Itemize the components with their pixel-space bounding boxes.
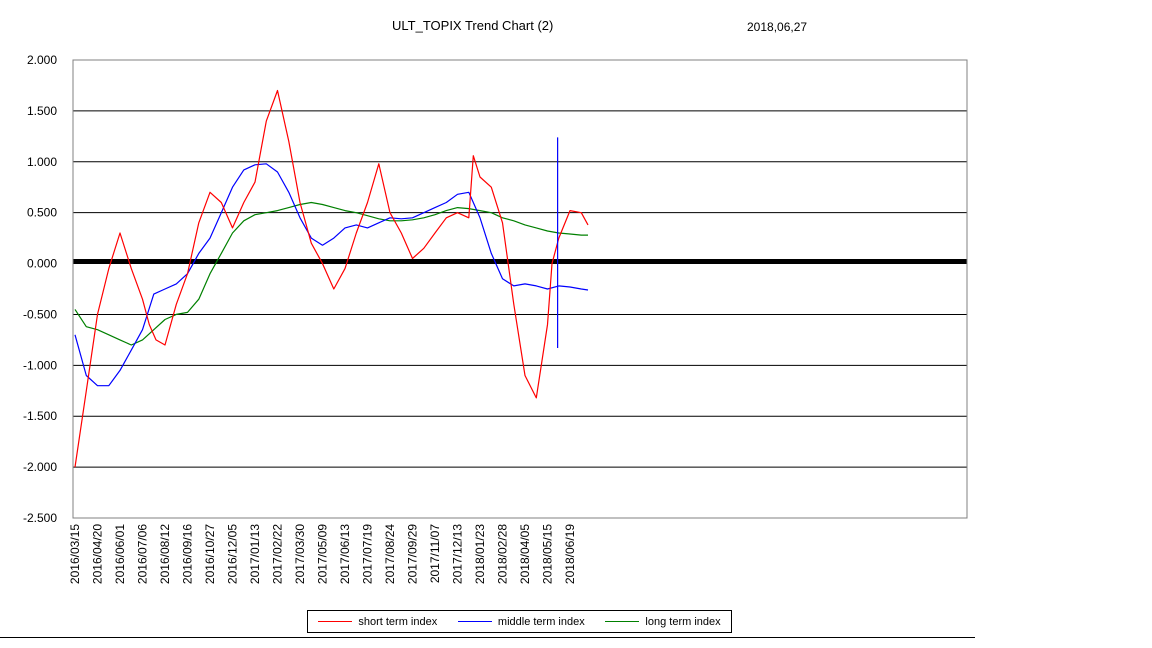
x-tick-label: 2018/04/05 <box>518 524 532 584</box>
legend-swatch-short <box>318 621 353 622</box>
bottom-rule <box>0 637 975 638</box>
y-tick-label: -2.500 <box>23 511 57 525</box>
y-tick-label: -1.500 <box>23 409 57 423</box>
x-tick-label: 2017/03/30 <box>293 524 307 584</box>
plot-area-frame <box>72 59 968 519</box>
y-tick-label: 0.000 <box>27 257 57 271</box>
legend-label-short: short term index <box>358 615 438 628</box>
x-tick-label: 2018/01/23 <box>473 524 487 584</box>
y-tick-label: 2.000 <box>27 53 57 67</box>
middle-term-line <box>74 163 589 387</box>
legend-label-long: long term index <box>645 615 721 628</box>
x-tick-label: 2016/08/12 <box>158 524 172 584</box>
legend-item-short: short term index <box>318 616 437 628</box>
x-tick-label: 2016/04/20 <box>91 524 105 584</box>
x-tick-label: 2018/06/19 <box>563 524 577 584</box>
legend-item-middle: middle term index <box>457 615 585 628</box>
x-tick-label: 2017/08/24 <box>383 524 397 584</box>
x-tick-label: 2017/12/13 <box>451 524 465 584</box>
legend-label-middle: middle term index <box>497 615 585 628</box>
short-term-line <box>74 89 589 468</box>
x-tick-label: 2017/01/13 <box>248 524 262 584</box>
x-tick-label: 2017/07/19 <box>361 524 375 584</box>
legend: short term index middle term index long … <box>307 610 732 633</box>
x-tick-label: 2017/06/13 <box>338 524 352 584</box>
long-term-line <box>74 201 588 346</box>
legend-swatch-long <box>605 621 640 622</box>
x-tick-label: 2016/09/16 <box>181 524 195 584</box>
x-tick-label: 2018/05/15 <box>541 524 555 584</box>
chart-date: 2018,06,27 <box>747 20 808 34</box>
x-tick-label: 2017/05/09 <box>316 524 330 584</box>
x-tick-label: 2017/02/22 <box>271 524 285 584</box>
x-tick-labels: 2016/03/15 2016/04/20 2016/06/01 2016/07/06… <box>68 524 577 584</box>
gridlines <box>73 110 967 468</box>
chart-title: ULT_TOPIX Trend Chart (2) <box>392 18 554 33</box>
x-tick-label: 2017/11/07 <box>428 524 442 583</box>
x-tick-label: 2016/03/15 <box>68 524 82 584</box>
legend-swatch-middle <box>457 621 492 622</box>
y-tick-label: -2.000 <box>23 460 57 474</box>
x-tick-label: 2016/06/01 <box>113 524 127 584</box>
y-tick-label: 0.500 <box>27 206 57 220</box>
y-tick-label: 1.500 <box>27 104 57 118</box>
legend-item-long: long term index <box>605 615 721 628</box>
x-tick-label: 2018/02/28 <box>496 524 510 584</box>
series-lines <box>74 89 589 468</box>
y-tick-label: -0.500 <box>23 307 57 321</box>
x-tick-label: 2016/10/27 <box>203 524 217 584</box>
y-tick-label: 1.000 <box>27 155 57 169</box>
y-tick-labels: 2.000 1.500 1.000 0.500 0.000 -0.500 -1.000 -1.… <box>23 53 57 525</box>
y-tick-label: -1.000 <box>23 358 57 372</box>
x-tick-label: 2016/07/06 <box>136 524 150 584</box>
x-tick-label: 2016/12/05 <box>226 524 240 584</box>
x-tick-label: 2017/09/29 <box>406 524 420 584</box>
